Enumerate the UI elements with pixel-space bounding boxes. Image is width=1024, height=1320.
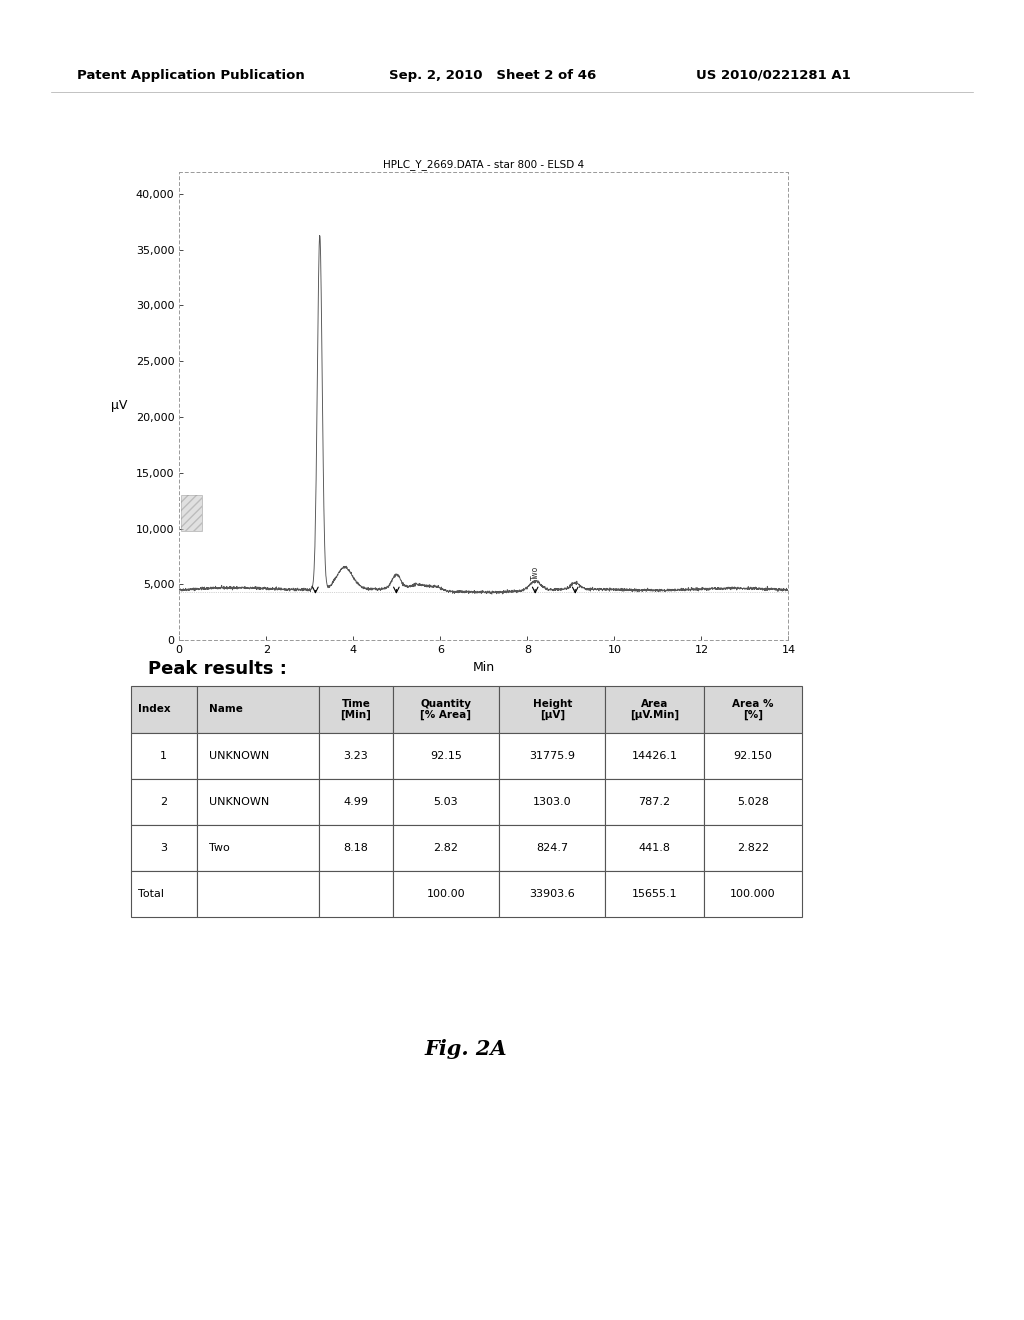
Y-axis label: μV: μV	[111, 400, 127, 412]
Text: Two: Two	[530, 566, 540, 579]
FancyBboxPatch shape	[181, 495, 203, 531]
Text: Fig. 2A: Fig. 2A	[425, 1039, 507, 1060]
Title: HPLC_Y_2669.DATA - star 800 - ELSD 4: HPLC_Y_2669.DATA - star 800 - ELSD 4	[383, 160, 585, 170]
Text: Patent Application Publication: Patent Application Publication	[77, 69, 304, 82]
X-axis label: Min: Min	[473, 660, 495, 673]
Text: US 2010/0221281 A1: US 2010/0221281 A1	[696, 69, 851, 82]
Text: Sep. 2, 2010   Sheet 2 of 46: Sep. 2, 2010 Sheet 2 of 46	[389, 69, 596, 82]
Text: Peak results :: Peak results :	[148, 660, 288, 678]
